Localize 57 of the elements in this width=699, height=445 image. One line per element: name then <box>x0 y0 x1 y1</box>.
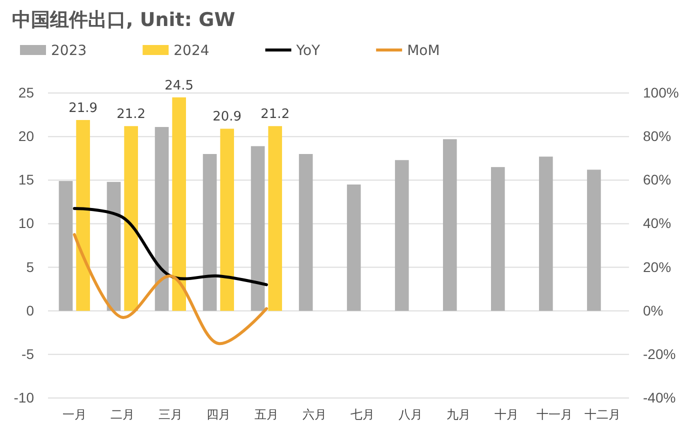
bar <box>220 128 234 311</box>
bar <box>539 156 553 311</box>
y-tick-label: -5 <box>22 346 34 362</box>
legend-label: 2024 <box>174 43 210 59</box>
data-label: 21.2 <box>116 107 146 122</box>
bar <box>346 184 361 311</box>
x-tick-label: 二月 <box>110 408 134 422</box>
y2-tick-label: 100% <box>643 84 679 100</box>
y2-tick-label: -20% <box>643 346 676 362</box>
y-tick-label: 5 <box>26 258 34 275</box>
x-tick-label: 九月 <box>446 408 471 422</box>
y-tick-label: 25 <box>18 84 34 100</box>
x-tick-label: 十二月 <box>584 408 621 422</box>
bar <box>268 126 282 311</box>
bar <box>250 146 265 311</box>
x-tick-label: 八月 <box>398 408 423 422</box>
bar <box>124 126 138 311</box>
y-tick-label: 10 <box>18 215 34 232</box>
bar <box>491 167 505 311</box>
y-tick-label: 15 <box>18 172 34 188</box>
chart-title: 中国组件出口, Unit: GW <box>12 9 236 31</box>
bar <box>76 120 90 311</box>
legend-label: YoY <box>295 43 321 59</box>
x-tick-label: 五月 <box>254 408 278 422</box>
data-label: 21.9 <box>68 101 98 116</box>
x-tick-label: 七月 <box>350 408 375 422</box>
x-tick-label: 十月 <box>494 408 519 422</box>
bar <box>394 160 409 311</box>
x-tick-label: 六月 <box>302 408 326 422</box>
x-tick-label: 一月 <box>62 408 86 422</box>
line-series <box>72 233 268 346</box>
data-label: 24.5 <box>164 78 194 94</box>
bar <box>154 126 169 311</box>
data-label: 20.9 <box>212 110 242 125</box>
legend-label: MoM <box>407 43 440 59</box>
y-tick-label: 20 <box>18 128 34 144</box>
line-series <box>72 206 268 286</box>
bar <box>298 154 313 311</box>
x-tick-label: 四月 <box>206 408 230 422</box>
x-tick-label: 十一月 <box>536 408 573 422</box>
bar <box>58 181 73 311</box>
y2-tick-label: -40% <box>643 389 676 406</box>
legend-label: 2023 <box>51 43 87 59</box>
y2-tick-label: 20% <box>643 258 672 275</box>
y2-tick-label: 60% <box>643 172 672 188</box>
x-tick-label: 三月 <box>158 408 182 422</box>
bar <box>172 97 186 311</box>
bar <box>442 139 457 311</box>
data-label: 21.2 <box>260 107 290 122</box>
y2-tick-label: 80% <box>643 128 672 144</box>
y2-tick-label: 0% <box>643 302 664 318</box>
y-tick-label: -10 <box>14 389 34 406</box>
bar <box>106 182 121 311</box>
y2-tick-label: 40% <box>643 215 672 232</box>
y-tick-label: 0 <box>26 302 34 318</box>
bar <box>587 170 601 311</box>
bar <box>202 154 217 311</box>
